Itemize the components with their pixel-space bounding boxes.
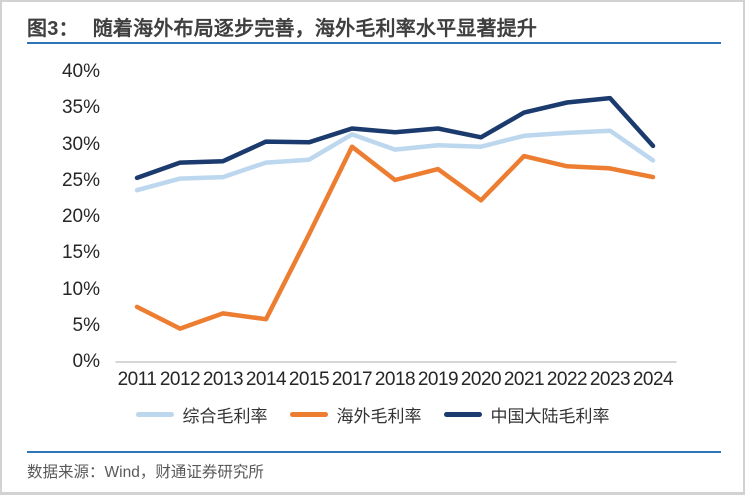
figure-title: 图3： 随着海外布局逐步完善，海外毛利率水平显著提升 — [27, 12, 727, 41]
x-tick-label: 2021 — [503, 369, 545, 390]
x-tick-label: 2017 — [331, 369, 373, 390]
x-tick-label: 2023 — [589, 369, 631, 390]
legend-item: 海外毛利率 — [289, 402, 422, 427]
legend-line-marker — [443, 412, 482, 417]
y-tick-label: 20% — [61, 206, 100, 227]
legend-line-marker — [289, 412, 328, 417]
legend-label: 中国大陆毛利率 — [490, 407, 610, 426]
x-tick-label: 2012 — [159, 369, 201, 390]
y-tick-label: 25% — [61, 169, 100, 191]
x-tick-label: 2024 — [632, 369, 674, 390]
legend-line-marker — [135, 412, 174, 417]
data-source-note: 数据来源：Wind，财通证券研究所 — [27, 464, 264, 481]
x-tick-label: 2019 — [417, 369, 459, 390]
y-tick-label: 10% — [61, 278, 100, 300]
x-tick-label: 2011 — [117, 369, 157, 390]
x-tick-label: 2020 — [460, 369, 502, 390]
x-tick-label: 2015 — [288, 369, 330, 390]
legend-item: 中国大陆毛利率 — [443, 402, 610, 427]
legend-item: 综合毛利率 — [135, 402, 268, 427]
x-tick-label: 2018 — [374, 369, 416, 390]
figure-number-label: 图3： — [27, 18, 79, 40]
x-tick-label: 2013 — [202, 369, 244, 390]
y-tick-label: 15% — [61, 242, 100, 264]
title-divider-rule — [27, 42, 721, 44]
footer-divider-rule — [27, 451, 721, 453]
y-tick-label: 30% — [61, 133, 100, 155]
x-tick-label: 2022 — [546, 369, 588, 390]
series-line-综合毛利率 — [134, 128, 656, 193]
y-tick-label: 35% — [61, 97, 100, 119]
legend-label: 海外毛利率 — [336, 407, 422, 426]
y-tick-label: 0% — [72, 351, 100, 372]
figure-title-text: 随着海外布局逐步完善，海外毛利率水平显著提升 — [92, 18, 538, 40]
y-tick-label: 5% — [72, 314, 100, 336]
chart-legend: 综合毛利率 海外毛利率 中国大陆毛利率 — [2, 402, 743, 427]
series-line-海外毛利率 — [134, 144, 656, 331]
series-line-中国大陆毛利率 — [134, 95, 656, 181]
legend-label: 综合毛利率 — [182, 407, 268, 426]
y-tick-label: 40% — [61, 61, 100, 82]
x-tick-label: 2014 — [245, 369, 287, 390]
